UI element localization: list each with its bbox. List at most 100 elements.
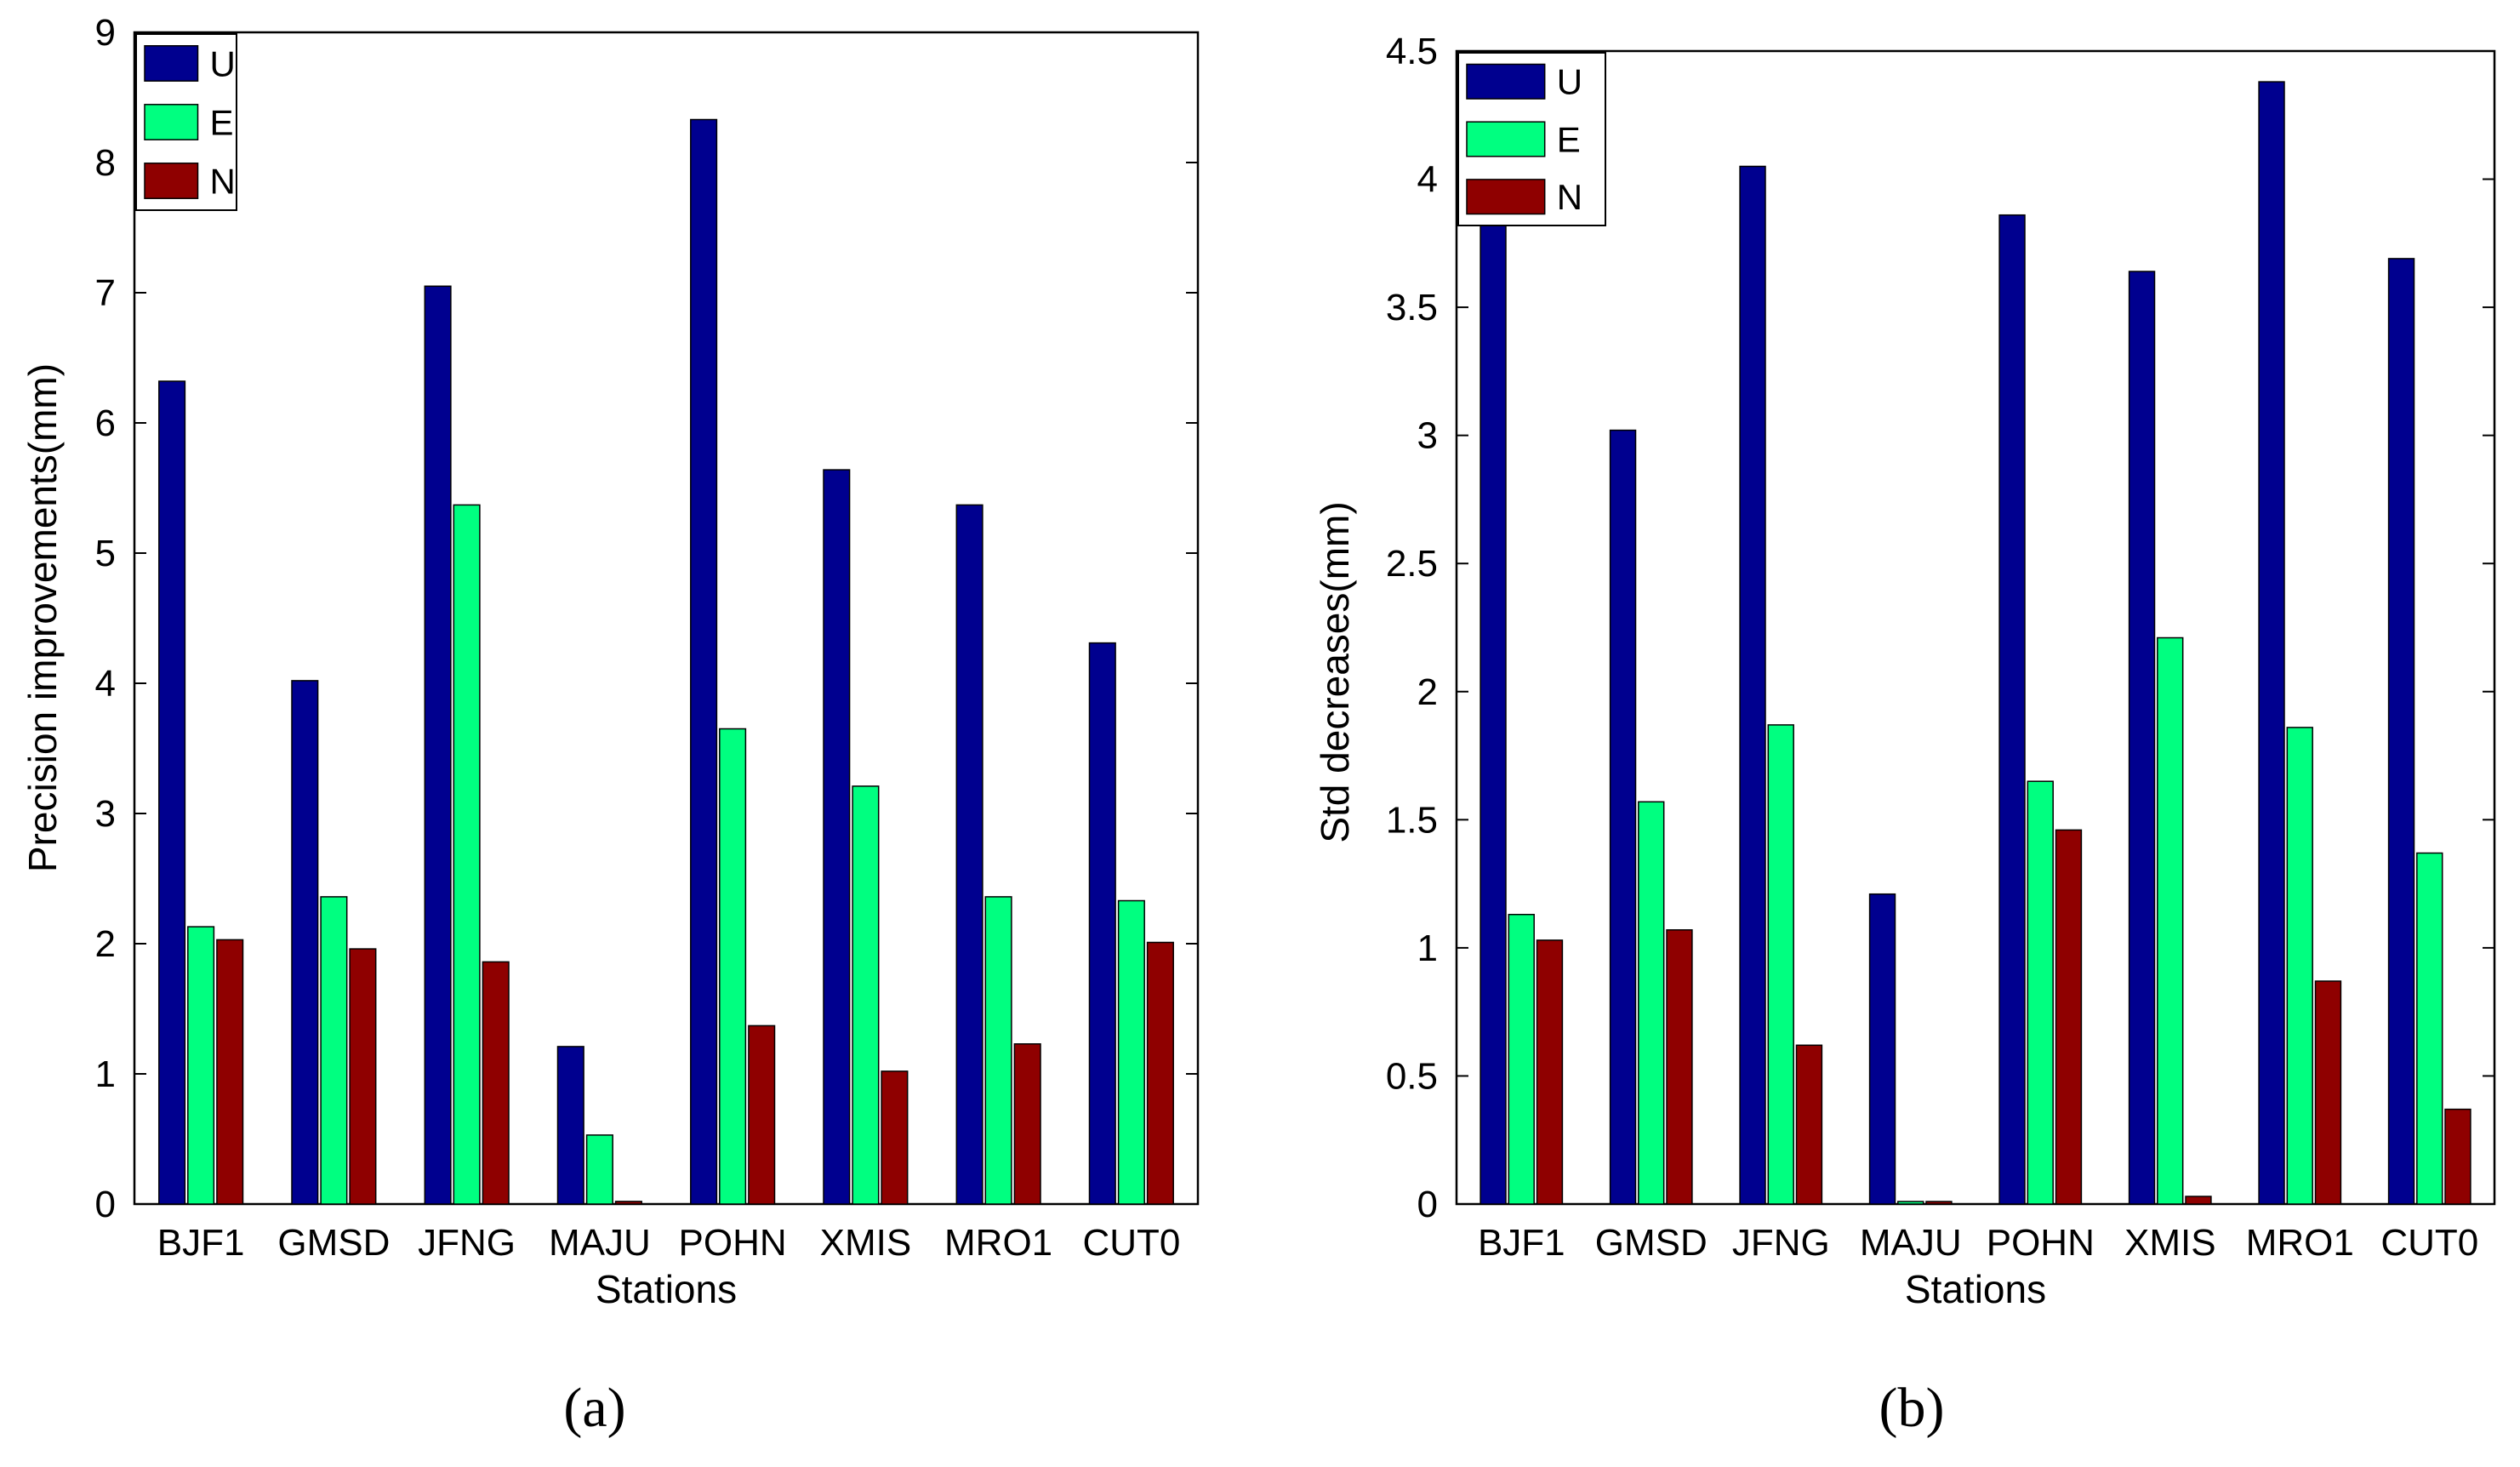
bar-u-cut0 [1088,642,1116,1205]
x-tick-label: CUT0 [1082,1222,1180,1264]
bar-e-maju [585,1134,613,1205]
x-tick-label: CUT0 [2380,1222,2478,1264]
bar-e-pohn [719,728,747,1205]
bar-e-cut0 [2416,852,2443,1205]
x-tick-label: MRO1 [2246,1222,2354,1264]
bar-e-xmis [852,785,880,1205]
bar-e-bjf1 [1508,913,1535,1205]
x-tick-label: JFNG [418,1222,516,1264]
bar-n-bjf1 [1536,939,1564,1205]
x-tick-label: XMIS [820,1222,912,1264]
y-tick-label: 2 [95,923,116,965]
x-tick-label: MRO1 [944,1222,1052,1264]
bar-u-maju [1868,893,1896,1205]
bar-e-cut0 [1117,899,1145,1205]
x-tick-label: GMSD [1595,1222,1708,1264]
panel-a-bars [158,118,1174,1205]
bar-e-bjf1 [187,926,215,1205]
bar-u-mro1 [955,504,983,1205]
bar-n-jfng [482,961,510,1205]
bar-n-mro1 [2314,980,2342,1205]
bar-u-gmsd [1609,429,1637,1205]
panel-b-legend: UEN [1457,52,1606,226]
legend-swatch-e [1466,121,1546,157]
x-tick-label: MAJU [1860,1222,1962,1264]
y-tick-label: 3 [1417,415,1438,457]
y-tick-label: 4.5 [1386,31,1438,72]
x-tick-label: XMIS [2124,1222,2216,1264]
y-tick-label: 0 [95,1184,116,1225]
y-tick-label: 7 [95,272,116,314]
panel-a-ticks: BJF1 GMSD JFNG MAJU POHN XMIS MRO1 CUT0 0 1 2 3 4 5 6 7… [95,12,1198,1264]
bar-e-mro1 [2286,727,2313,1205]
bar-e-jfng [1767,724,1794,1205]
y-tick-label: 4 [1417,159,1438,201]
legend-label-n: N [1557,177,1582,217]
bar-n-pohn [2055,829,2083,1205]
bar-n-gmsd [1666,929,1693,1205]
legend-swatch-n [144,163,199,199]
x-tick-label: POHN [1987,1222,2095,1264]
legend-swatch-u [144,45,199,82]
y-tick-label: 3.5 [1386,287,1438,328]
bar-u-xmis [823,469,851,1205]
bar-u-cut0 [2387,258,2415,1205]
bar-n-xmis [2185,1196,2212,1205]
bar-n-xmis [881,1070,909,1205]
bar-u-bjf1 [1480,216,1507,1205]
panel-a: BJF1 GMSD JFNG MAJU POHN XMIS MRO1 CUT0 0 1 2 3 4 5 6 7… [20,12,1200,1439]
bar-u-maju [556,1046,584,1205]
y-tick-label: 8 [95,142,116,184]
panel-b-ylabel: Std decreases(mm) [1313,501,1357,842]
y-tick-label: 2 [1417,671,1438,713]
y-tick-label: 3 [95,793,116,835]
bar-u-jfng [424,285,452,1205]
bar-n-gmsd [349,948,377,1205]
legend-label-u: U [210,44,236,84]
y-tick-label: 5 [95,533,116,574]
x-tick-label: JFNG [1732,1222,1830,1264]
bar-e-gmsd [320,896,348,1205]
x-tick-label: POHN [679,1222,787,1264]
x-tick-label: GMSD [277,1222,390,1264]
y-tick-label: 1.5 [1386,799,1438,841]
legend-swatch-e [144,104,199,140]
bar-u-pohn [1998,214,2026,1205]
legend-label-e: E [1557,119,1581,159]
panel-a-ylabel: Precision improvements(mm) [20,363,65,872]
y-tick-label: 6 [95,402,116,444]
panel-b-label: (b) [1879,1377,1945,1439]
panel-b-bars [1480,81,2472,1205]
bar-n-bjf1 [216,939,244,1205]
panel-b: BJF1 GMSD JFNG MAJU POHN XMIS MRO1 CUT0 0 0.5 1 1.5… [1313,31,2496,1439]
y-tick-label: 9 [95,12,116,54]
panel-a-xlabel: Stations [596,1267,737,1311]
bar-n-cut0 [1146,941,1174,1205]
bar-n-maju [1925,1201,1953,1205]
panel-b-xlabel: Stations [1905,1267,2046,1311]
y-tick-label: 0.5 [1386,1055,1438,1097]
y-tick-label: 2.5 [1386,543,1438,585]
y-tick-label: 0 [1417,1184,1438,1225]
bar-n-mro1 [1013,1043,1041,1205]
legend-swatch-n [1466,179,1546,215]
x-tick-label: BJF1 [157,1222,245,1264]
legend-label-n: N [210,162,236,202]
bar-n-jfng [1795,1044,1823,1205]
bar-e-maju [1897,1201,1924,1205]
bar-u-jfng [1739,165,1766,1205]
bar-e-pohn [2027,780,2054,1205]
bar-u-pohn [690,118,718,1205]
bar-e-gmsd [1638,801,1665,1205]
bar-n-pohn [748,1025,776,1205]
y-tick-label: 1 [95,1053,116,1095]
bar-u-mro1 [2258,81,2285,1205]
legend-swatch-u [1466,63,1546,100]
legend-label-u: U [1557,62,1582,102]
bar-u-xmis [2128,271,2156,1205]
panel-b-ticks: BJF1 GMSD JFNG MAJU POHN XMIS MRO1 CUT0 0 0.5 1 1.5… [1386,31,2494,1264]
bar-n-maju [614,1201,642,1205]
bar-e-xmis [2157,636,2184,1205]
bar-u-bjf1 [158,380,186,1205]
